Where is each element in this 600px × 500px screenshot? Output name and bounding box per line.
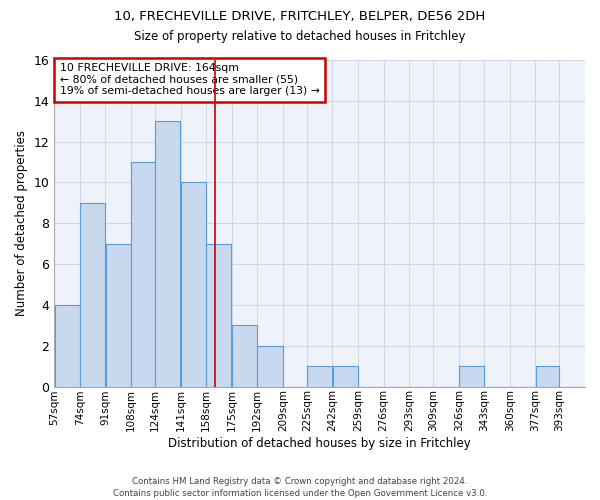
Bar: [131, 162, 155, 386]
Text: Size of property relative to detached houses in Fritchley: Size of property relative to detached ho…: [134, 30, 466, 43]
Text: Contains HM Land Registry data © Crown copyright and database right 2024.
Contai: Contains HM Land Registry data © Crown c…: [113, 476, 487, 498]
Bar: [332, 366, 358, 386]
Y-axis label: Number of detached properties: Number of detached properties: [15, 130, 28, 316]
Bar: [80, 203, 105, 386]
Bar: [459, 366, 484, 386]
Bar: [536, 366, 559, 386]
Bar: [55, 305, 80, 386]
Bar: [106, 244, 131, 386]
Bar: [181, 182, 206, 386]
Bar: [155, 121, 181, 386]
Bar: [257, 346, 283, 387]
Bar: [307, 366, 332, 386]
Bar: [206, 244, 232, 386]
Bar: [232, 326, 257, 386]
X-axis label: Distribution of detached houses by size in Fritchley: Distribution of detached houses by size …: [168, 437, 471, 450]
Text: 10, FRECHEVILLE DRIVE, FRITCHLEY, BELPER, DE56 2DH: 10, FRECHEVILLE DRIVE, FRITCHLEY, BELPER…: [115, 10, 485, 23]
Text: 10 FRECHEVILLE DRIVE: 164sqm
← 80% of detached houses are smaller (55)
19% of se: 10 FRECHEVILLE DRIVE: 164sqm ← 80% of de…: [59, 64, 319, 96]
